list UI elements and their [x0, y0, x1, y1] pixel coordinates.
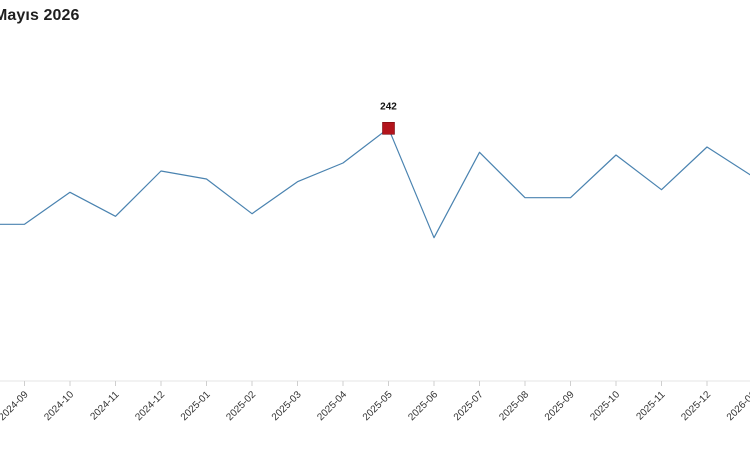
x-tick-label: 2026-01: [725, 389, 750, 423]
x-tick-label: 2025-04: [315, 389, 349, 423]
chart-title: Mayıs 2026: [0, 7, 80, 24]
x-tick-label: 2025-05: [361, 389, 395, 423]
x-tick-label: 2024-10: [42, 389, 76, 423]
x-tick-label: 2025-12: [679, 389, 713, 423]
x-tick-label: 2025-01: [179, 389, 213, 423]
x-tick-label: 2025-07: [452, 389, 486, 423]
x-tick-label: 2024-09: [0, 389, 31, 423]
x-tick-label: 2025-06: [406, 389, 440, 423]
highlight-marker: [382, 122, 395, 135]
x-tick-label: 2025-08: [497, 389, 531, 423]
series-line: [0, 127, 750, 239]
x-tick-label: 2025-10: [588, 389, 622, 423]
highlight-group: 242: [380, 101, 397, 135]
x-tick-label: 2025-02: [224, 389, 258, 423]
x-tick-label: 2024-11: [88, 389, 122, 423]
highlight-value-label: 242: [380, 101, 397, 112]
x-tick-label: 2025-03: [270, 389, 304, 423]
x-tick-label: 2025-09: [543, 389, 577, 423]
x-axis-ticks: 2024-082024-092024-102024-112024-122025-…: [0, 381, 750, 423]
x-tick-label: 2024-12: [133, 389, 167, 423]
x-tick-label: 2025-11: [634, 389, 668, 423]
